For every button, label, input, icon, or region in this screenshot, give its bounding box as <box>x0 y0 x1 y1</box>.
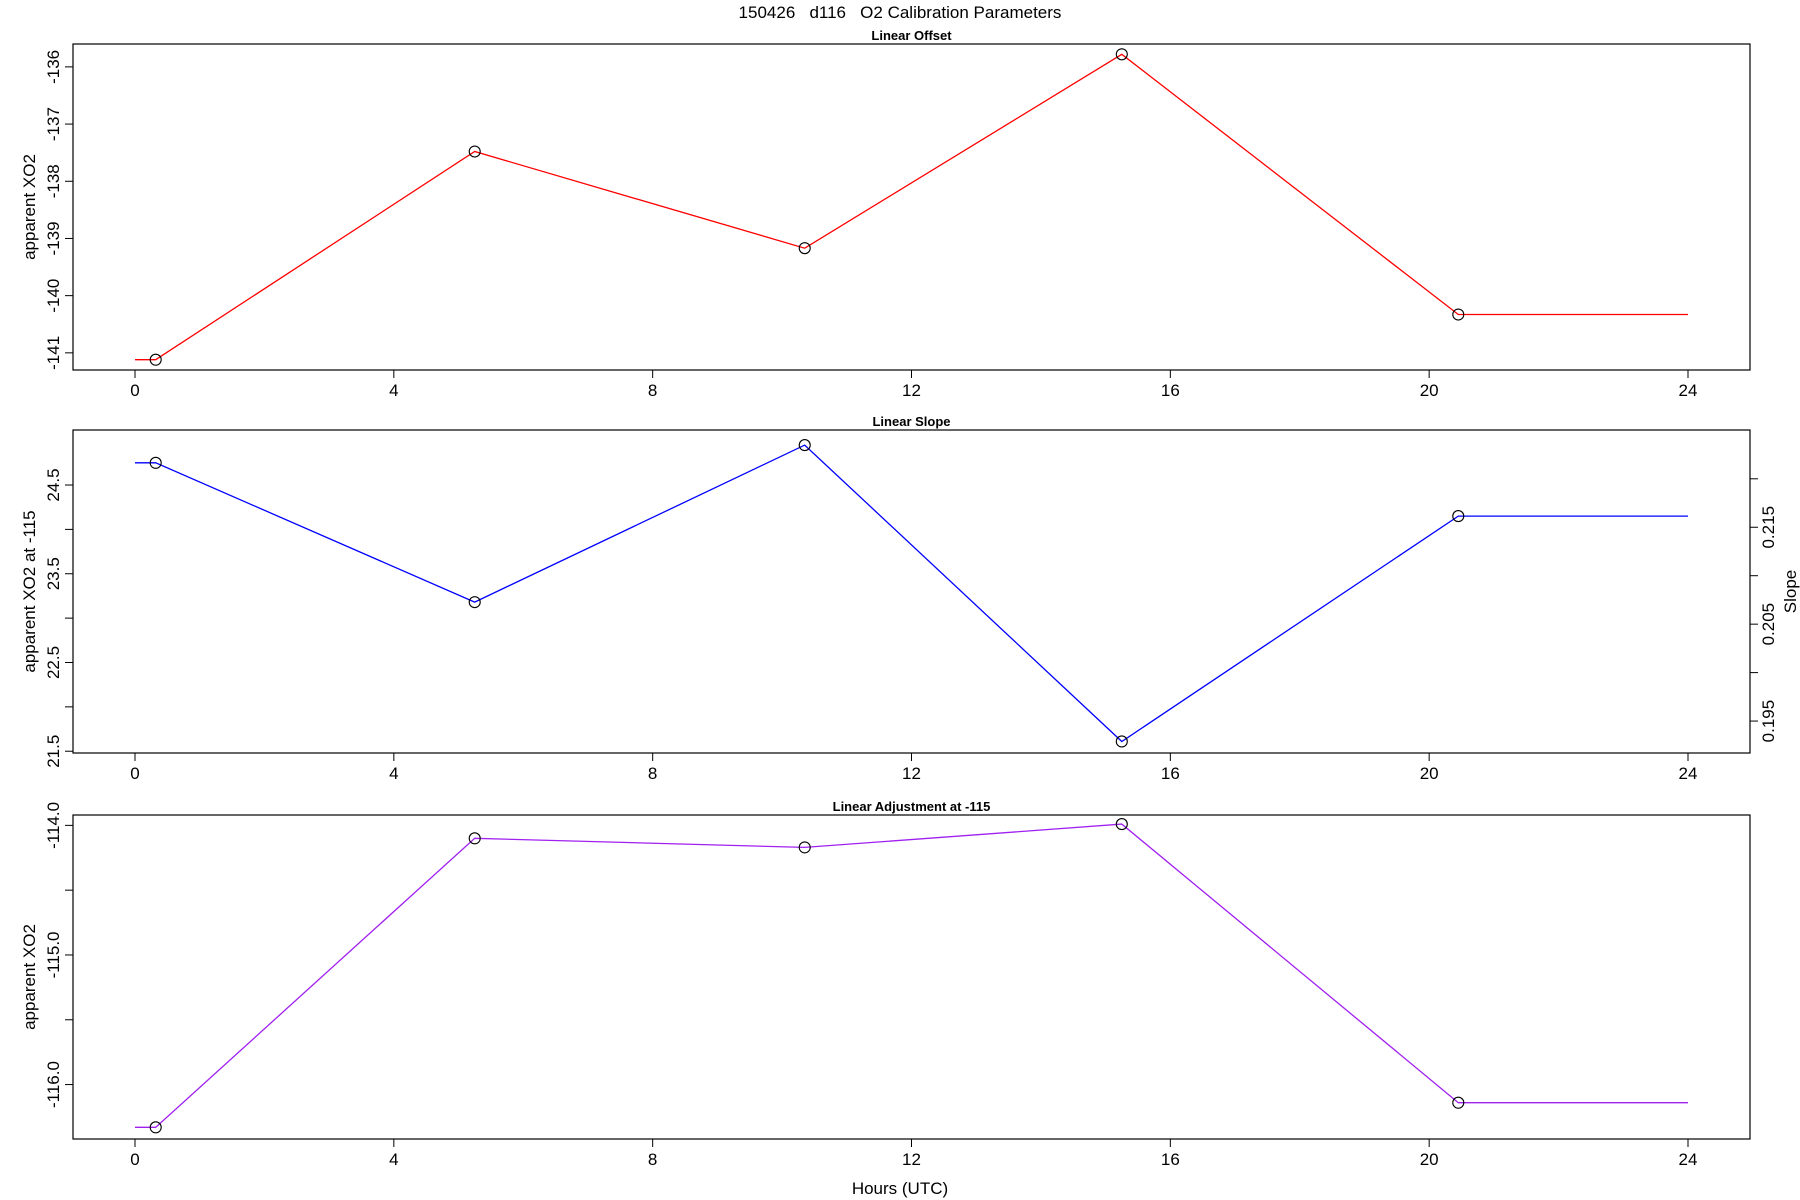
right-y-axis-label: Slope <box>1781 570 1800 613</box>
y-axis-label: apparent XO2 <box>20 924 39 1030</box>
x-tick-label: 12 <box>902 1150 921 1169</box>
data-point <box>468 145 481 158</box>
x-tick-label: 8 <box>648 764 657 783</box>
data-point <box>149 353 162 366</box>
x-tick-label: 24 <box>1679 764 1698 783</box>
page-title: 150426 d116 O2 Calibration Parameters <box>739 3 1062 22</box>
x-tick-label: 8 <box>648 1150 657 1169</box>
x-tick-label: 12 <box>902 764 921 783</box>
right-y-tick-label: 0.215 <box>1759 506 1778 549</box>
y-tick-label: -140 <box>44 279 63 313</box>
y-tick-label: 21.5 <box>44 735 63 768</box>
x-tick-label: 0 <box>130 1150 139 1169</box>
x-tick-label: 4 <box>389 1150 398 1169</box>
x-tick-label: 12 <box>902 381 921 400</box>
data-point <box>1115 818 1128 831</box>
data-point <box>1115 48 1128 61</box>
y-tick-label: -115.0 <box>44 931 63 978</box>
y-axis-label: apparent XO2 <box>20 154 39 260</box>
y-axis-label: apparent XO2 at -115 <box>20 510 39 672</box>
panel-title: Linear Slope <box>872 414 950 429</box>
data-point <box>468 832 481 845</box>
y-tick-label: -116.0 <box>44 1061 63 1108</box>
data-point <box>1452 1096 1465 1109</box>
chart-panels: Linear Offset 0 4 8 12 16 20 24 -141 -140 -139 -138… <box>20 28 1800 1169</box>
y-tick-label: -136 <box>44 50 63 84</box>
x-tick-label: 16 <box>1161 1150 1180 1169</box>
data-point <box>149 1121 162 1134</box>
y-tick-label: 22.5 <box>44 646 63 679</box>
data-point <box>1452 308 1465 321</box>
y-tick-label: -137 <box>44 107 63 141</box>
x-tick-label: 24 <box>1679 1150 1698 1169</box>
right-y-tick-label: 0.205 <box>1759 603 1778 646</box>
series-line <box>135 53 1688 361</box>
x-tick-label: 0 <box>130 381 139 400</box>
x-tick-label: 8 <box>648 381 657 400</box>
panel-title: Linear Adjustment at -115 <box>833 799 991 814</box>
panel-title: Linear Offset <box>871 28 952 43</box>
y-tick-label: -139 <box>44 221 63 255</box>
y-tick-label: 23.5 <box>44 557 63 590</box>
x-tick-label: 4 <box>389 381 398 400</box>
panel-2: Linear Slope 0 4 8 12 16 20 24 21.5 22.5 23.5 24.5 a… <box>20 414 1800 783</box>
y-tick-label: -114.0 <box>44 802 63 849</box>
x-tick-label: 20 <box>1420 1150 1439 1169</box>
data-point <box>1115 735 1128 748</box>
y-tick-label: -138 <box>44 164 63 198</box>
panel-3: Linear Adjustment at -115 0 4 8 12 16 20 24 -116… <box>20 799 1751 1169</box>
x-tick-label: 16 <box>1161 764 1180 783</box>
panel-1: Linear Offset 0 4 8 12 16 20 24 -141 -140 -139 -138… <box>20 28 1751 400</box>
data-point <box>798 841 811 854</box>
data-point <box>468 596 481 609</box>
x-tick-label: 20 <box>1420 764 1439 783</box>
series-line <box>135 444 1688 743</box>
x-tick-label: 20 <box>1420 381 1439 400</box>
y-tick-label: -141 <box>44 336 63 370</box>
x-tick-label: 24 <box>1679 381 1698 400</box>
x-tick-label: 4 <box>389 764 398 783</box>
y-tick-label: 24.5 <box>44 468 63 501</box>
data-point <box>798 242 811 255</box>
x-tick-label: 16 <box>1161 381 1180 400</box>
x-axis-label: Hours (UTC) <box>852 1179 948 1198</box>
x-tick-label: 0 <box>130 764 139 783</box>
data-point <box>798 439 811 452</box>
data-point <box>149 456 162 469</box>
data-point <box>1452 510 1465 523</box>
series-line <box>135 823 1688 1128</box>
right-y-tick-label: 0.195 <box>1759 700 1778 743</box>
